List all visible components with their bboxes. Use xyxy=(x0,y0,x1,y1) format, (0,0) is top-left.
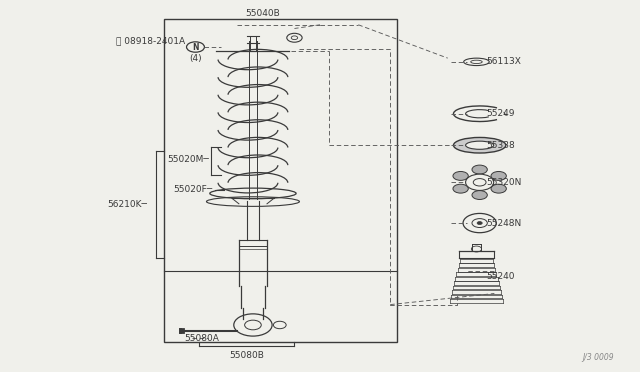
Text: J/3 0009: J/3 0009 xyxy=(582,353,614,362)
Ellipse shape xyxy=(466,141,493,149)
Text: 55338: 55338 xyxy=(486,141,515,150)
Text: 55020F─: 55020F─ xyxy=(173,185,212,194)
Bar xyxy=(164,19,397,341)
Circle shape xyxy=(472,165,487,174)
Text: N: N xyxy=(192,42,199,51)
Text: Ⓝ 08918-2401A: Ⓝ 08918-2401A xyxy=(116,36,185,45)
Text: 55320N: 55320N xyxy=(486,178,522,187)
Text: 55040B: 55040B xyxy=(245,9,280,19)
Text: 55080A: 55080A xyxy=(184,334,220,343)
Text: 55248N: 55248N xyxy=(486,219,522,228)
Text: 56113X: 56113X xyxy=(486,57,521,66)
Text: 56210K─: 56210K─ xyxy=(108,200,148,209)
Text: 55240: 55240 xyxy=(486,272,515,281)
Circle shape xyxy=(472,190,487,199)
Text: 55249: 55249 xyxy=(486,109,515,118)
Circle shape xyxy=(491,171,506,180)
Text: 55020M─: 55020M─ xyxy=(168,155,209,164)
Text: 55080B: 55080B xyxy=(229,351,264,360)
Circle shape xyxy=(477,222,482,225)
Circle shape xyxy=(491,184,506,193)
Text: (4): (4) xyxy=(189,54,202,63)
Circle shape xyxy=(466,174,493,190)
Circle shape xyxy=(453,171,468,180)
Circle shape xyxy=(453,184,468,193)
Ellipse shape xyxy=(454,137,506,153)
